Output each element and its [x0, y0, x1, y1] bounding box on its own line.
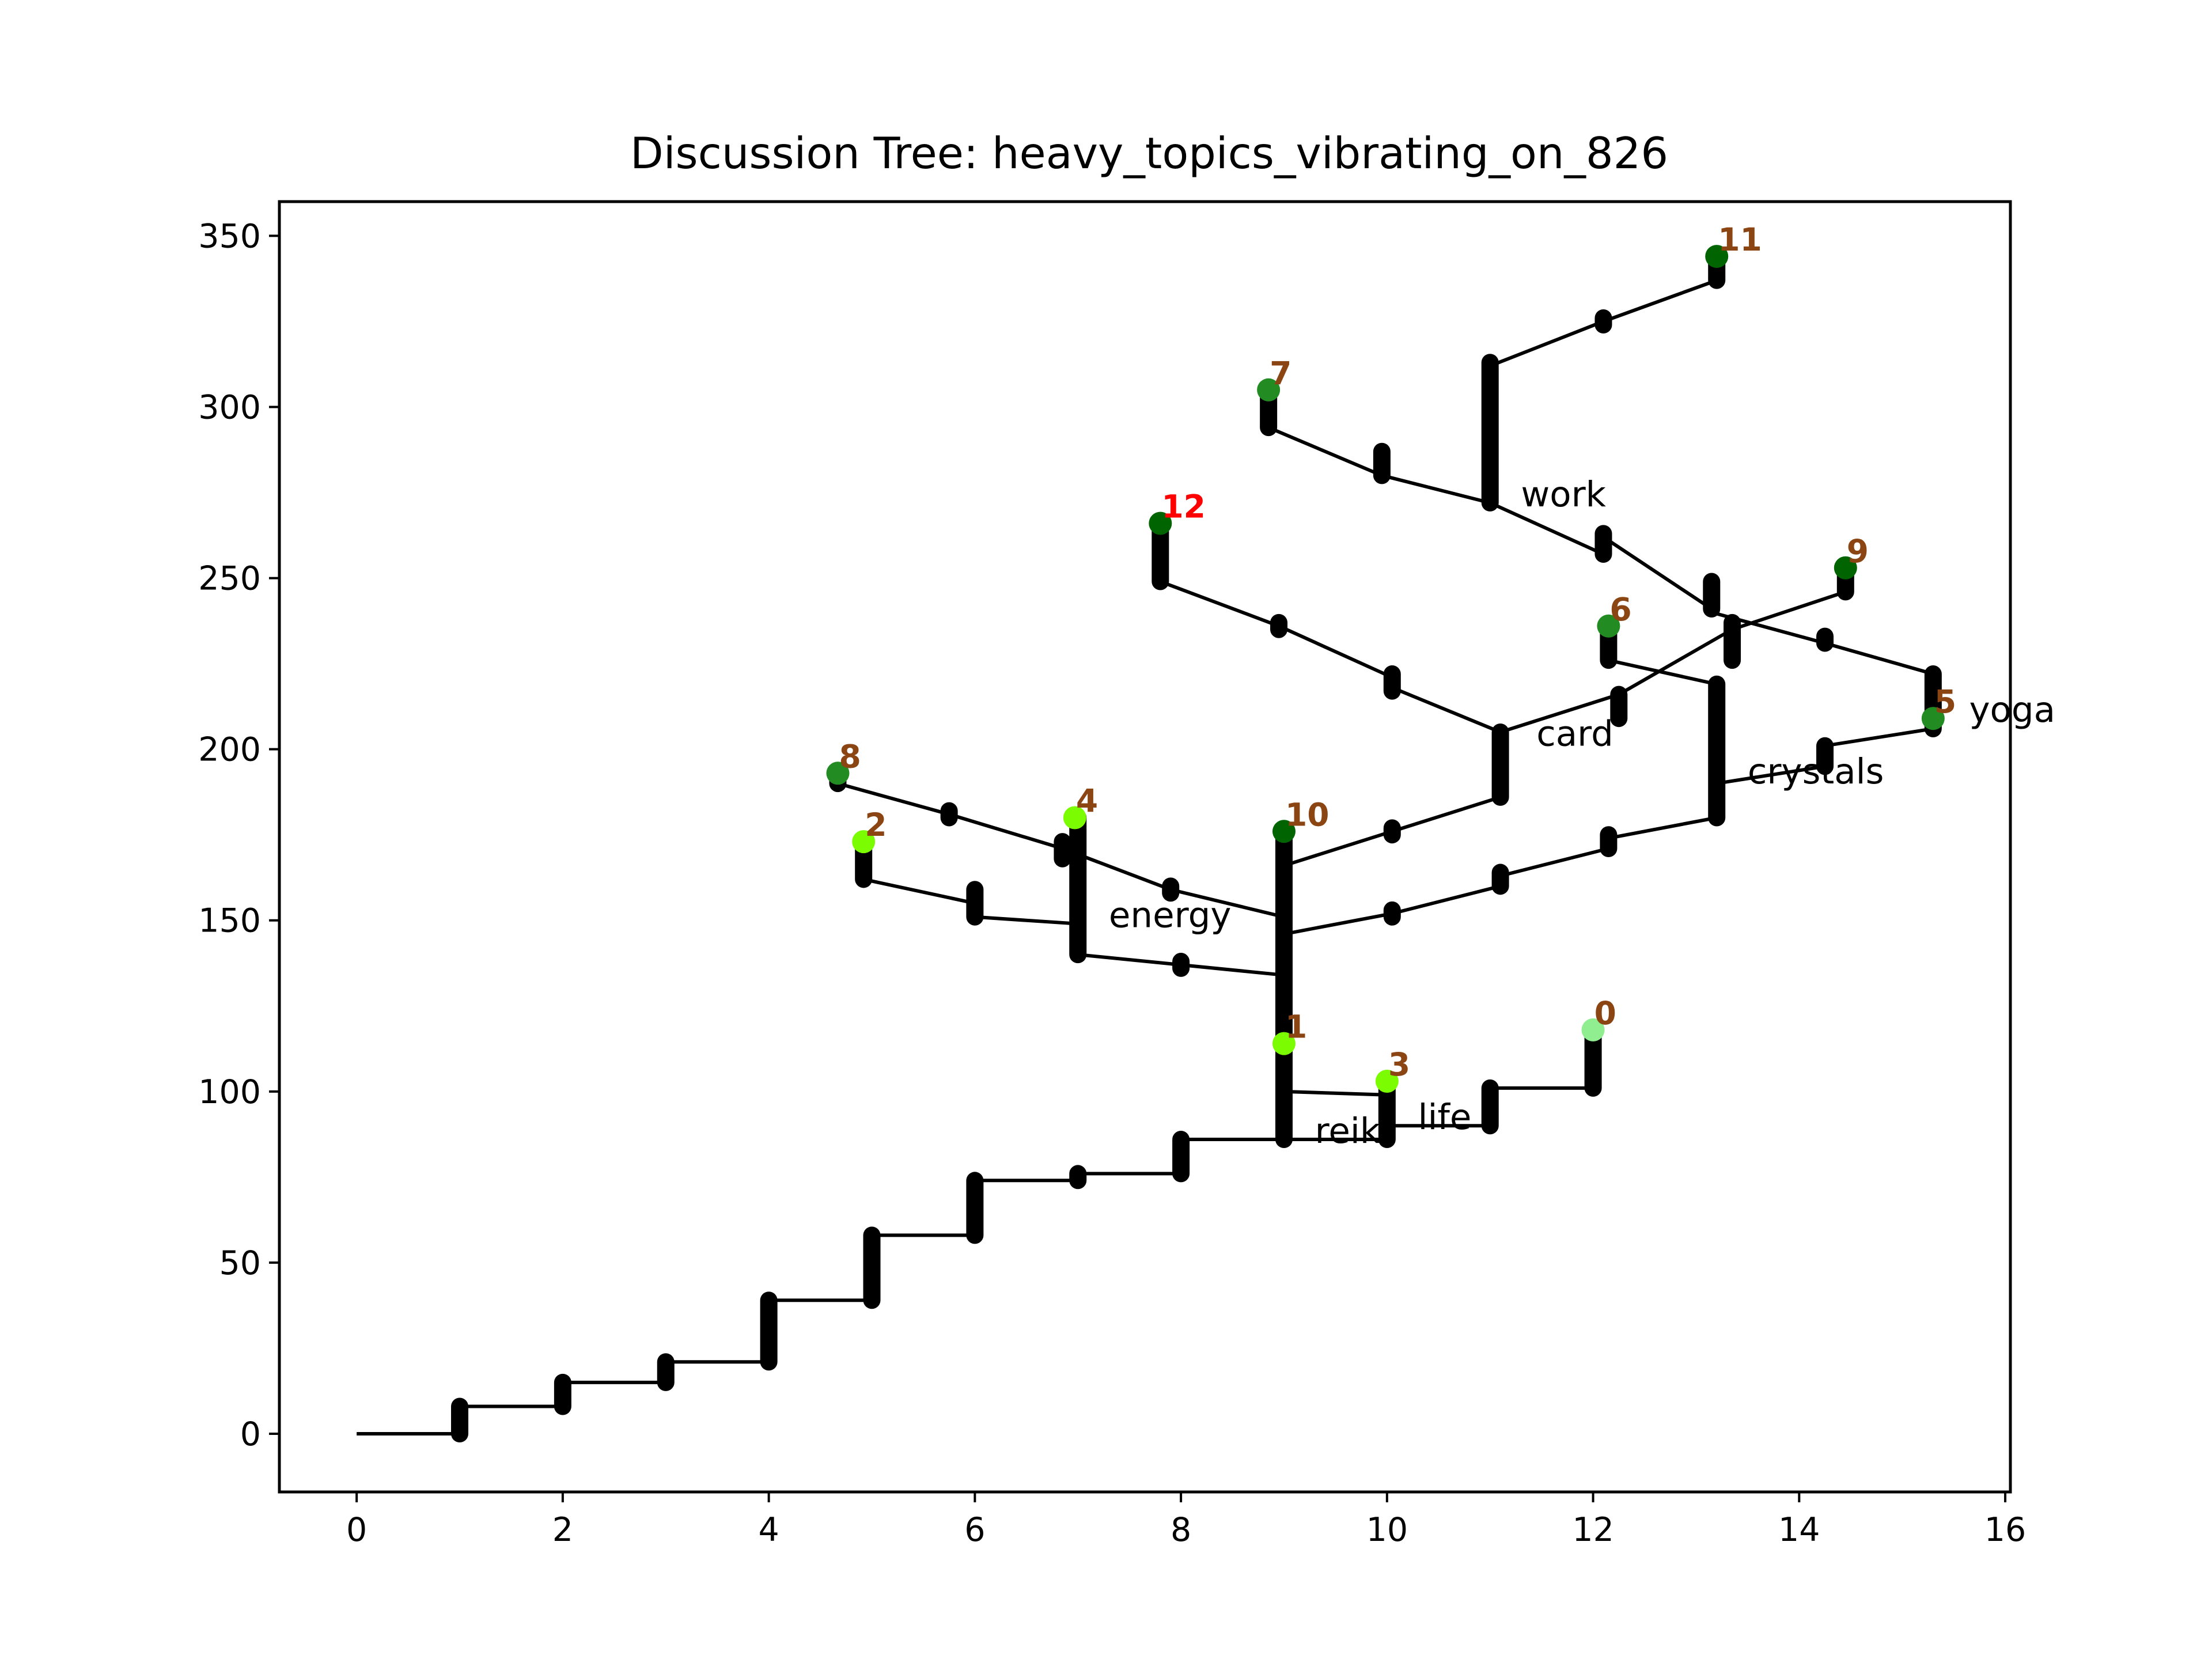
x-tick-label-16: 16: [1984, 1511, 2027, 1549]
node-label-12: 12: [1161, 488, 1206, 525]
node-label-9: 9: [1847, 533, 1869, 570]
tree-node-8: [826, 762, 850, 785]
topic-label-life: life: [1418, 1097, 1472, 1138]
tree-edge-21: [1283, 830, 1393, 868]
tree-edge-40: [1381, 474, 1491, 505]
tree-node-7: [1257, 378, 1281, 402]
y-tick-label-0: 0: [240, 1415, 261, 1453]
axes-frame: [278, 200, 2012, 1494]
node-label-6: 6: [1609, 591, 1631, 628]
tree-node-1: [1272, 1032, 1296, 1055]
tree-edge-39: [1824, 641, 1934, 676]
x-tick-label-8: 8: [1171, 1511, 1191, 1549]
tree-edge-35: [1160, 579, 1280, 628]
y-tick-label-300: 300: [198, 388, 261, 426]
tree-node-2: [852, 830, 876, 854]
node-label-10: 10: [1285, 796, 1330, 833]
tree-node-4: [1063, 806, 1086, 830]
tree-node-0: [1581, 1018, 1605, 1041]
y-tick-label-200: 200: [198, 731, 261, 769]
topic-label-energy: energy: [1109, 895, 1232, 936]
x-tick-label-12: 12: [1572, 1511, 1614, 1549]
topic-label-work: work: [1521, 474, 1606, 515]
tree-edge-28: [1499, 847, 1609, 878]
node-label-1: 1: [1285, 1009, 1307, 1046]
tree-edge-19: [948, 812, 1063, 850]
tree-edge-43: [1603, 278, 1718, 323]
tree-edge-34: [1278, 624, 1393, 679]
node-label-0: 0: [1594, 995, 1616, 1032]
topic-label-crystals: crystals: [1748, 751, 1884, 792]
tree-edge-13: [1180, 963, 1285, 977]
tree-edge-32: [1608, 658, 1717, 686]
y-tick-label-50: 50: [219, 1244, 261, 1282]
x-tick-label-4: 4: [758, 1511, 779, 1549]
y-tick-label-350: 350: [198, 217, 261, 255]
x-tick-label-10: 10: [1366, 1511, 1408, 1549]
x-tick-label-2: 2: [552, 1511, 573, 1549]
tree-edge-12: [1283, 1089, 1387, 1097]
topic-label-card: card: [1536, 714, 1613, 755]
node-label-8: 8: [839, 738, 861, 775]
x-tick-label-14: 14: [1778, 1511, 1820, 1549]
topic-label-reiki: reiki: [1315, 1111, 1391, 1152]
node-label-4: 4: [1076, 782, 1098, 819]
tree-edge-20: [837, 782, 950, 816]
topic-label-yoga: yoga: [1969, 690, 2055, 730]
tree-edge-15: [975, 915, 1078, 926]
tree-node-11: [1705, 245, 1729, 268]
node-label-3: 3: [1388, 1046, 1410, 1083]
tree-edge-23: [1499, 692, 1620, 734]
x-tick-label-6: 6: [964, 1511, 985, 1549]
tree-edge-22: [1391, 795, 1501, 834]
tree-node-12: [1149, 512, 1172, 535]
tree-edge-36: [1489, 501, 1604, 556]
plot-area: [357, 245, 1945, 1442]
node-label-2: 2: [865, 806, 887, 843]
tree-edge-17: [1170, 888, 1285, 919]
tree-edge-16: [863, 877, 975, 905]
tree-edge-30: [1716, 764, 1825, 786]
x-tick-label-0: 0: [346, 1511, 367, 1549]
tree-edge-26: [1283, 911, 1393, 936]
node-label-7: 7: [1270, 355, 1291, 392]
tree-edge-37: [1602, 535, 1713, 611]
tree-edge-27: [1392, 884, 1501, 915]
tree-node-10: [1272, 820, 1296, 843]
tree-edge-33: [1391, 685, 1501, 734]
node-label-11: 11: [1718, 221, 1762, 258]
tree-edge-14: [1077, 953, 1181, 967]
tree-edge-24: [1618, 628, 1733, 696]
chart-title: Discussion Tree: heavy_topics_vibrating_…: [630, 128, 1668, 179]
tree-edge-31: [1824, 727, 1934, 748]
y-tick-label-100: 100: [198, 1073, 261, 1111]
tree-edge-42: [1489, 320, 1604, 368]
node-label-5: 5: [1934, 683, 1956, 720]
tree-edge-41: [1267, 426, 1383, 478]
tree-node-3: [1375, 1070, 1399, 1093]
tree-node-6: [1597, 614, 1620, 638]
y-tick-label-250: 250: [198, 560, 261, 598]
tree-edge-29: [1608, 816, 1717, 840]
tree-node-5: [1921, 707, 1945, 730]
tree-node-9: [1834, 556, 1857, 579]
y-tick-label-150: 150: [198, 902, 261, 940]
